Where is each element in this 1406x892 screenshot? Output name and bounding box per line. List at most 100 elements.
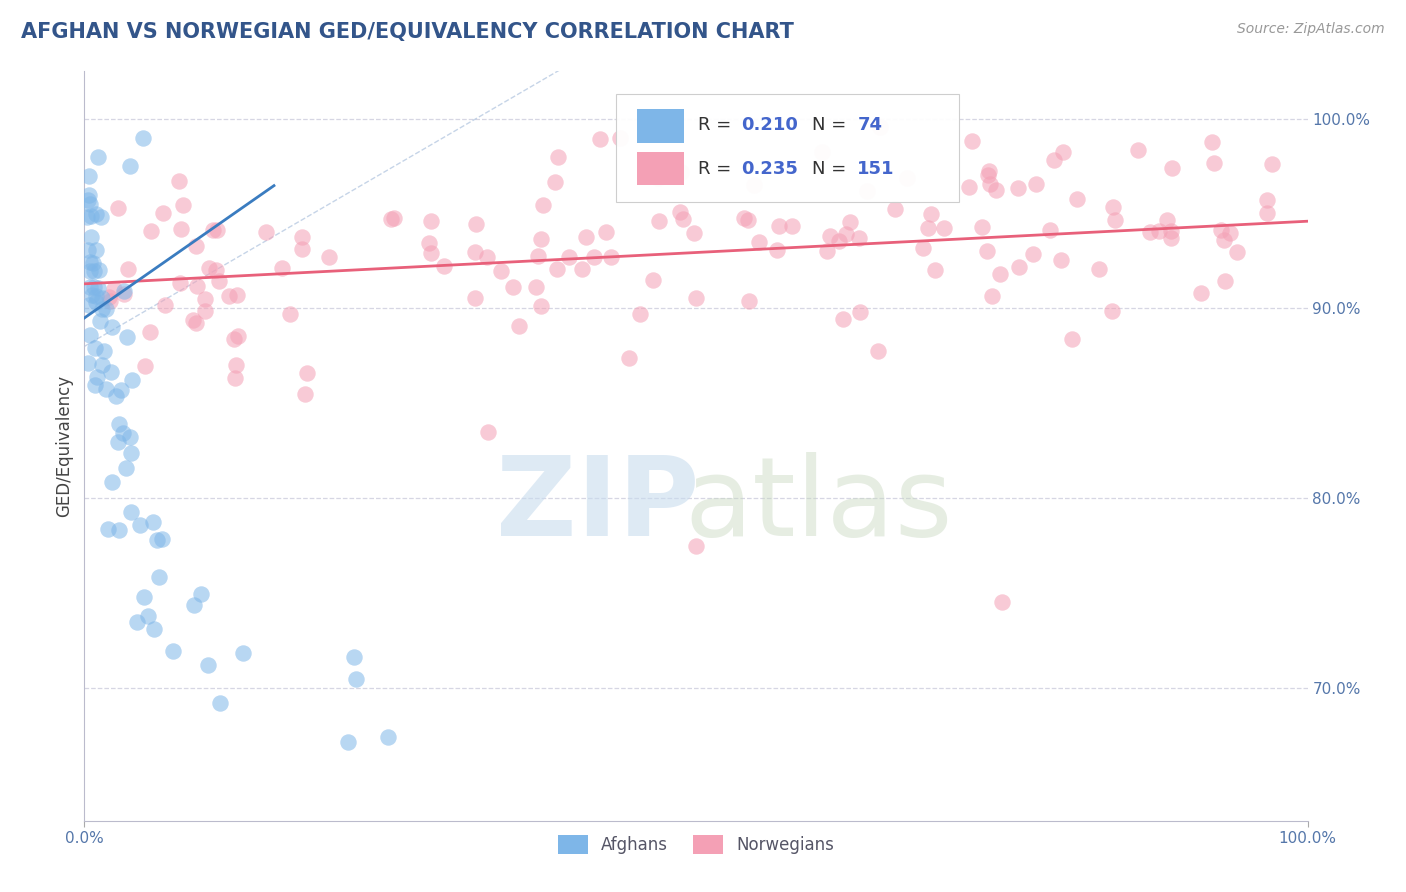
Point xyxy=(76,243,98,257)
Point xyxy=(988,267,1011,281)
Text: R =: R = xyxy=(699,116,737,135)
Point xyxy=(117,261,139,276)
Point xyxy=(96,382,118,396)
Point xyxy=(97,522,120,536)
Point xyxy=(924,262,946,277)
Point xyxy=(815,244,838,259)
Point xyxy=(94,302,117,317)
Point xyxy=(828,234,851,248)
Point xyxy=(896,171,918,186)
Point xyxy=(609,131,631,145)
Point xyxy=(111,426,134,441)
Point xyxy=(112,285,135,299)
Point xyxy=(1043,153,1066,168)
Point xyxy=(1213,274,1236,288)
Point xyxy=(93,343,115,358)
Point xyxy=(1219,227,1241,241)
Point xyxy=(120,446,142,460)
Point xyxy=(979,163,1001,178)
Point xyxy=(205,263,228,277)
Point xyxy=(121,373,143,387)
Point xyxy=(1160,230,1182,244)
Point xyxy=(1160,224,1182,238)
FancyBboxPatch shape xyxy=(616,94,959,202)
Point xyxy=(766,243,789,257)
Point xyxy=(80,230,103,244)
Point xyxy=(558,250,581,264)
Point xyxy=(337,735,360,749)
Point xyxy=(76,211,98,225)
Point xyxy=(167,174,190,188)
Point xyxy=(105,389,128,403)
Point xyxy=(183,598,205,612)
Point xyxy=(733,211,755,225)
Point xyxy=(232,647,254,661)
Point xyxy=(76,356,98,370)
Point xyxy=(343,650,366,665)
Point xyxy=(225,358,247,372)
Y-axis label: GED/Equivalency: GED/Equivalency xyxy=(55,375,73,517)
Point xyxy=(107,435,129,450)
Point xyxy=(530,299,553,313)
Point xyxy=(79,197,101,211)
Point xyxy=(970,219,993,234)
Point xyxy=(1189,286,1212,301)
Point xyxy=(172,198,194,212)
Text: 74: 74 xyxy=(858,116,883,135)
Point xyxy=(79,255,101,269)
Point xyxy=(960,134,983,148)
Point xyxy=(148,570,170,584)
FancyBboxPatch shape xyxy=(637,152,683,186)
Point xyxy=(224,332,246,346)
Point xyxy=(868,343,890,358)
Point xyxy=(1212,233,1234,247)
Point xyxy=(1066,192,1088,206)
Text: R =: R = xyxy=(699,160,737,178)
Point xyxy=(979,178,1001,192)
Point xyxy=(209,696,232,710)
Point xyxy=(589,132,612,146)
Point xyxy=(150,532,173,546)
Point xyxy=(278,307,301,321)
Point xyxy=(1256,205,1278,219)
Point xyxy=(544,175,567,189)
Point xyxy=(1147,224,1170,238)
Point xyxy=(79,187,101,202)
Text: 0.235: 0.235 xyxy=(741,160,799,178)
Point xyxy=(1209,223,1232,237)
Text: ZIP: ZIP xyxy=(496,452,700,559)
Point xyxy=(991,595,1014,609)
Text: AFGHAN VS NORWEGIAN GED/EQUIVALENCY CORRELATION CHART: AFGHAN VS NORWEGIAN GED/EQUIVALENCY CORR… xyxy=(21,22,794,42)
Point xyxy=(1022,247,1045,261)
Point xyxy=(118,159,141,173)
Point xyxy=(224,371,246,385)
Point xyxy=(79,169,101,183)
Legend: Afghans, Norwegians: Afghans, Norwegians xyxy=(551,829,841,861)
Point xyxy=(682,226,704,240)
Point xyxy=(318,250,340,264)
Point xyxy=(134,359,156,373)
Point xyxy=(83,264,105,278)
Point xyxy=(1101,303,1123,318)
Point xyxy=(831,311,853,326)
Point xyxy=(139,325,162,339)
Point xyxy=(685,539,707,553)
Point xyxy=(86,369,108,384)
Point xyxy=(475,250,498,264)
Point xyxy=(76,193,98,207)
Point xyxy=(917,220,939,235)
Point xyxy=(291,242,314,256)
Point xyxy=(98,293,121,308)
Point xyxy=(1007,181,1029,195)
Point xyxy=(87,281,110,295)
Point xyxy=(152,205,174,219)
Point xyxy=(197,658,219,673)
Point xyxy=(980,289,1002,303)
Point xyxy=(737,293,759,308)
Point xyxy=(90,210,112,224)
Point xyxy=(575,230,598,244)
Point xyxy=(583,251,606,265)
Point xyxy=(818,229,841,244)
Point xyxy=(271,261,294,276)
Point xyxy=(1256,193,1278,207)
